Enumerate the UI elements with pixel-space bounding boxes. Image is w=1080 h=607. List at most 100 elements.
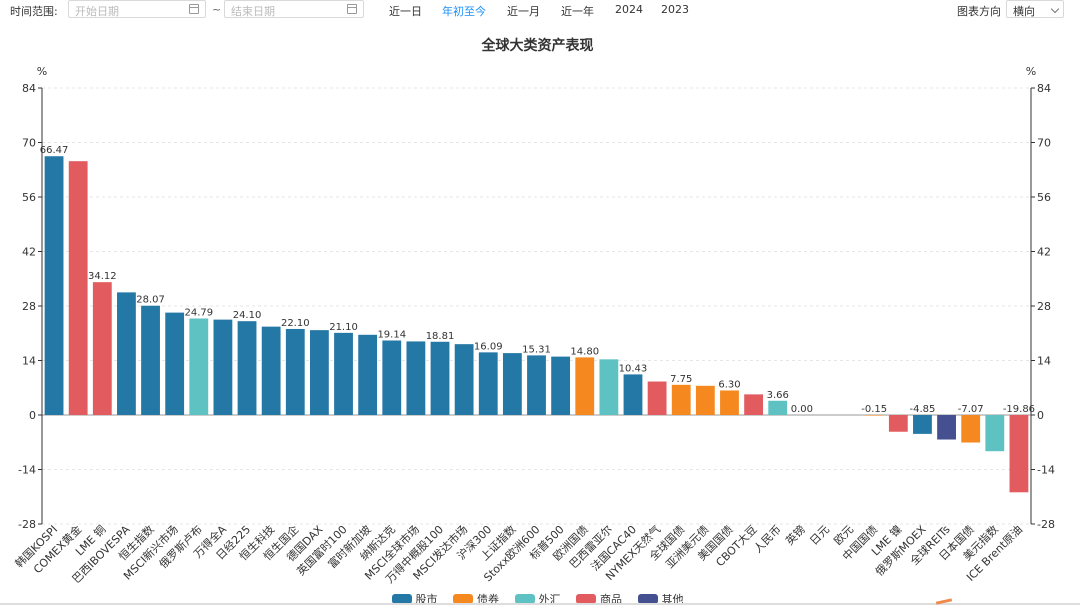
y-tick-label: 70 [1037,137,1051,150]
bar [213,319,233,415]
bar [285,328,305,415]
bar-chart: -28 -28 -14 -14 0 0 14 14 28 28 42 42 56 56 70 70 84 84%%… [12,65,1055,586]
bar [92,282,112,415]
bar [309,330,329,415]
y-tick-label: 0 [29,409,36,422]
data-label: 6.30 [718,379,740,390]
data-label: 28.07 [136,295,165,306]
chart-title: 全球大类资产表现 [481,38,594,54]
bar [720,390,739,415]
range-1d-button[interactable]: 近一日 [389,5,422,18]
data-label: 24.10 [233,310,262,321]
bar [599,359,619,415]
bar [430,341,450,415]
y-tick-label: 56 [1037,191,1051,204]
bar [937,415,956,440]
chevron-down-icon [1050,4,1060,14]
y-tick-label: 0 [1037,409,1044,422]
legend-item-other[interactable]: 其他 [637,591,684,607]
bar [985,415,1005,452]
data-label: -4.85 [910,404,936,415]
y-axis-unit-left: % [37,65,47,78]
data-label: -19.86 [1003,404,1035,415]
chart-legend: 股市 债券 外汇 商品 其他 [0,591,1075,607]
bar [575,357,595,415]
bar [913,415,932,434]
bar [888,415,908,432]
legend-swatch [514,594,535,604]
bar [406,341,426,415]
bar [141,305,160,415]
range-ytd-button[interactable]: 年初至今 [442,5,486,18]
end-date-placeholder: 结束日期 [231,5,275,18]
y-tick-label: 28 [1037,300,1051,313]
bar [768,400,788,415]
bar [623,374,643,415]
bar [358,334,378,415]
date-separator: ~ [212,3,222,16]
data-label: -0.15 [861,404,887,415]
data-label: 34.12 [88,271,117,282]
y-tick-label: 42 [1037,246,1051,259]
legend-item-fx[interactable]: 外汇 [514,591,561,607]
legend-swatch [453,594,473,604]
legend-label: 债券 [477,593,499,606]
bar [864,415,884,416]
data-label: 21.10 [329,322,358,333]
legend-item-stocks[interactable]: 股市 [391,591,438,607]
bar [551,356,571,415]
data-label: 10.43 [619,363,648,374]
data-label: -7.07 [958,404,984,415]
bar [261,326,281,415]
data-label: 24.79 [184,307,213,318]
y-tick-label: -28 [1037,518,1055,531]
y-tick-label: 14 [1037,355,1051,368]
legend-item-commodities[interactable]: 商品 [576,591,622,607]
range-1y-button[interactable]: 近一年 [561,5,594,18]
start-date-input[interactable]: 开始日期 [68,0,206,18]
calendar-icon [189,4,199,14]
bar [478,352,498,415]
chart-direction-value: 横向 [1013,5,1035,18]
legend-label: 外汇 [538,593,561,606]
x-tick-label: 英镑 [783,522,808,547]
legend-item-bonds[interactable]: 债券 [453,591,499,607]
bar [744,394,764,415]
bar [382,340,402,415]
data-label: 0.00 [791,404,813,415]
y-tick-label: -28 [18,518,36,531]
bar [961,415,981,443]
bar [454,344,474,415]
bar [695,385,715,415]
y-tick-label: 84 [22,82,36,95]
y-tick-label: 84 [1037,82,1051,95]
y-tick-label: -14 [18,464,36,477]
time-range-label: 时间范围: [10,5,58,18]
data-label: 22.10 [281,318,310,329]
bar [165,312,185,415]
bottom-divider [0,603,1080,605]
chart-direction-select[interactable]: 横向 [1006,0,1064,18]
y-tick-label: -14 [1037,464,1055,477]
bar [334,332,353,415]
end-date-input[interactable]: 结束日期 [224,0,364,18]
chart-direction-label: 图表方向 [957,5,1001,18]
data-label: 66.47 [40,145,69,156]
data-label: 3.66 [767,390,789,401]
bar [68,161,88,415]
data-label: 7.75 [670,374,692,385]
x-tick-label: 日元 [807,523,832,548]
bar [237,321,257,415]
calendar-icon [347,4,357,14]
data-label: 15.31 [522,344,551,355]
range-1m-button[interactable]: 近一月 [507,5,540,18]
legend-label: 商品 [600,593,622,606]
toolbar: 时间范围: 开始日期 ~ 结束日期 近一日 年初至今 近一月 近一年 2024 … [0,0,1080,20]
bar [189,318,209,415]
legend-swatch [576,594,596,604]
bar [647,381,667,415]
y-tick-label: 14 [22,355,36,368]
start-date-placeholder: 开始日期 [75,5,119,18]
range-2023-button[interactable]: 2023 [661,3,689,16]
range-2024-button[interactable]: 2024 [615,3,643,16]
